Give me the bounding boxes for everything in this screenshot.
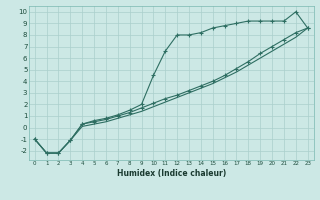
X-axis label: Humidex (Indice chaleur): Humidex (Indice chaleur)	[116, 169, 226, 178]
